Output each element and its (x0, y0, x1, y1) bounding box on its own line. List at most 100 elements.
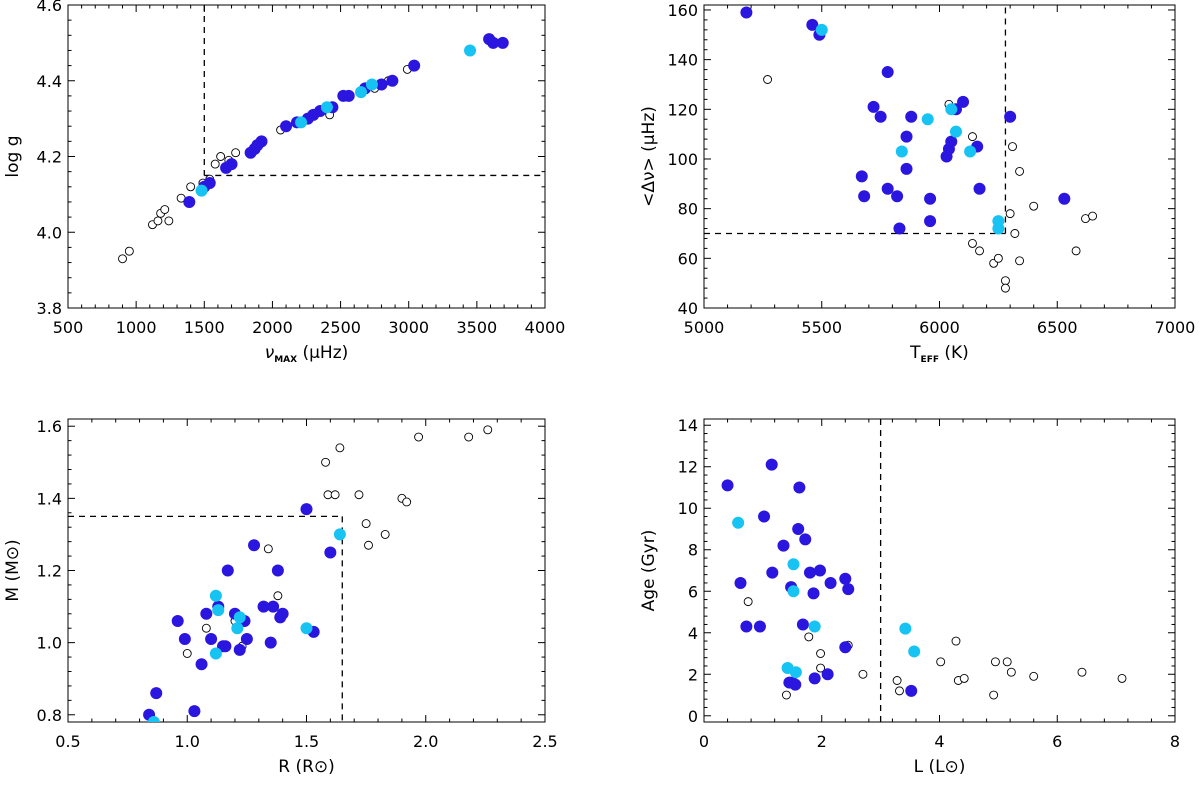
x-tick-label: 2.0 (413, 732, 438, 751)
open-point (858, 669, 868, 679)
dark-blue-point (957, 95, 970, 108)
dark-blue-point (867, 100, 880, 113)
dark-blue-point (183, 195, 196, 208)
light-blue-point (908, 645, 921, 658)
dark-blue-point (792, 522, 805, 535)
open-point (816, 649, 826, 658)
x-tick-label: 1.0 (175, 732, 200, 751)
open-point (361, 519, 371, 529)
dark-blue-point (721, 479, 734, 492)
open-point (414, 432, 424, 442)
open-point (1077, 667, 1087, 677)
chart-panel-p2: 5000 5500 6000 6500 7000 40 60 80 100 120 140 160 TE… (639, 1, 1195, 365)
open-point (164, 216, 174, 226)
dark-blue-point (900, 130, 913, 143)
y-tick-label: 1.4 (37, 489, 62, 508)
dark-blue-point (300, 503, 313, 516)
x-axis-subscript: EFF (921, 355, 939, 365)
dark-blue-point (219, 640, 232, 653)
open-point (354, 490, 364, 500)
x-tick-label: 1500 (184, 318, 225, 337)
open-point (763, 75, 773, 84)
dark-blue-point (793, 481, 806, 494)
dark-blue-point (753, 620, 766, 633)
y-tick-label: 12 (678, 458, 698, 477)
y-tick-label: 1.2 (37, 562, 62, 581)
light-blue-point (732, 516, 745, 529)
y-tick-label: 120 (667, 100, 698, 119)
x-axis-label: TEFF (K) (909, 343, 969, 365)
x-axis-label: L (L⊙) (914, 757, 966, 777)
open-point (993, 253, 1003, 263)
dark-blue-point (233, 643, 246, 656)
y-tick-label: 80 (678, 200, 698, 219)
dark-blue-point (973, 182, 986, 195)
y-tick-label: 160 (667, 1, 698, 20)
dark-blue-point (734, 576, 747, 589)
data-points (143, 425, 493, 722)
dark-blue-point (225, 158, 238, 171)
dark-blue-point (900, 162, 913, 175)
x-tick-label: 3500 (456, 318, 497, 337)
open-point (1088, 211, 1098, 221)
y-tick-label: 8 (688, 541, 698, 560)
x-axis-label: νMAX (μHz) (265, 343, 349, 365)
x-tick-label: 0 (699, 732, 709, 751)
open-point (124, 246, 134, 256)
light-blue-point (964, 145, 977, 158)
open-point (231, 148, 241, 158)
x-tick-label: 3000 (388, 318, 429, 337)
open-point (951, 636, 961, 646)
x-tick-label: 8 (1170, 732, 1180, 751)
dark-blue-point (803, 566, 816, 579)
open-point (1029, 671, 1039, 681)
open-point (483, 425, 493, 435)
dark-blue-point (240, 633, 253, 646)
open-point (1005, 209, 1015, 219)
y-tick-label: 1.0 (37, 634, 62, 653)
open-point (968, 238, 977, 248)
dark-blue-point (839, 572, 852, 585)
x-axis-unit: (μHz) (302, 343, 348, 363)
y-tick-label: 0 (688, 707, 698, 726)
dark-blue-point (171, 615, 184, 627)
x-tick-label: 1000 (116, 318, 157, 337)
open-point (1117, 673, 1127, 683)
dark-blue-point (324, 546, 337, 559)
x-axis-label: R (R⊙) (278, 757, 335, 777)
light-blue-point (209, 589, 222, 602)
light-blue-point (300, 622, 313, 635)
dark-blue-point (280, 120, 293, 133)
dark-blue-point (188, 705, 201, 718)
dark-blue-point (924, 215, 937, 228)
open-point (895, 686, 904, 696)
dark-blue-point (276, 607, 289, 620)
dark-blue-point (796, 618, 809, 631)
x-tick-label: 6 (1052, 732, 1062, 751)
open-point (1000, 283, 1010, 293)
light-blue-point (355, 86, 368, 99)
dark-blue-point (203, 177, 216, 190)
dark-blue-point (487, 36, 500, 49)
dark-blue-point (496, 36, 509, 49)
y-tick-label: 4.4 (37, 72, 62, 91)
light-blue-point (295, 116, 308, 129)
y-tick-label: 4.0 (37, 223, 62, 242)
x-tick-label: 500 (53, 318, 84, 337)
light-blue-point (464, 44, 477, 57)
light-blue-point (949, 125, 962, 138)
y-tick-label: 6 (688, 582, 698, 601)
open-point (816, 663, 826, 673)
open-point (1002, 657, 1012, 667)
light-blue-point (233, 611, 246, 624)
open-point (892, 676, 902, 685)
dark-blue-point (858, 190, 871, 203)
light-blue-point (895, 145, 908, 158)
open-point (1006, 667, 1016, 677)
x-axis-symbol: ν (265, 343, 275, 363)
dark-blue-point (842, 583, 855, 596)
dark-blue-point (839, 641, 852, 654)
dark-blue-point (1004, 110, 1017, 123)
dark-blue-point (799, 533, 812, 546)
dark-blue-point (807, 587, 820, 600)
